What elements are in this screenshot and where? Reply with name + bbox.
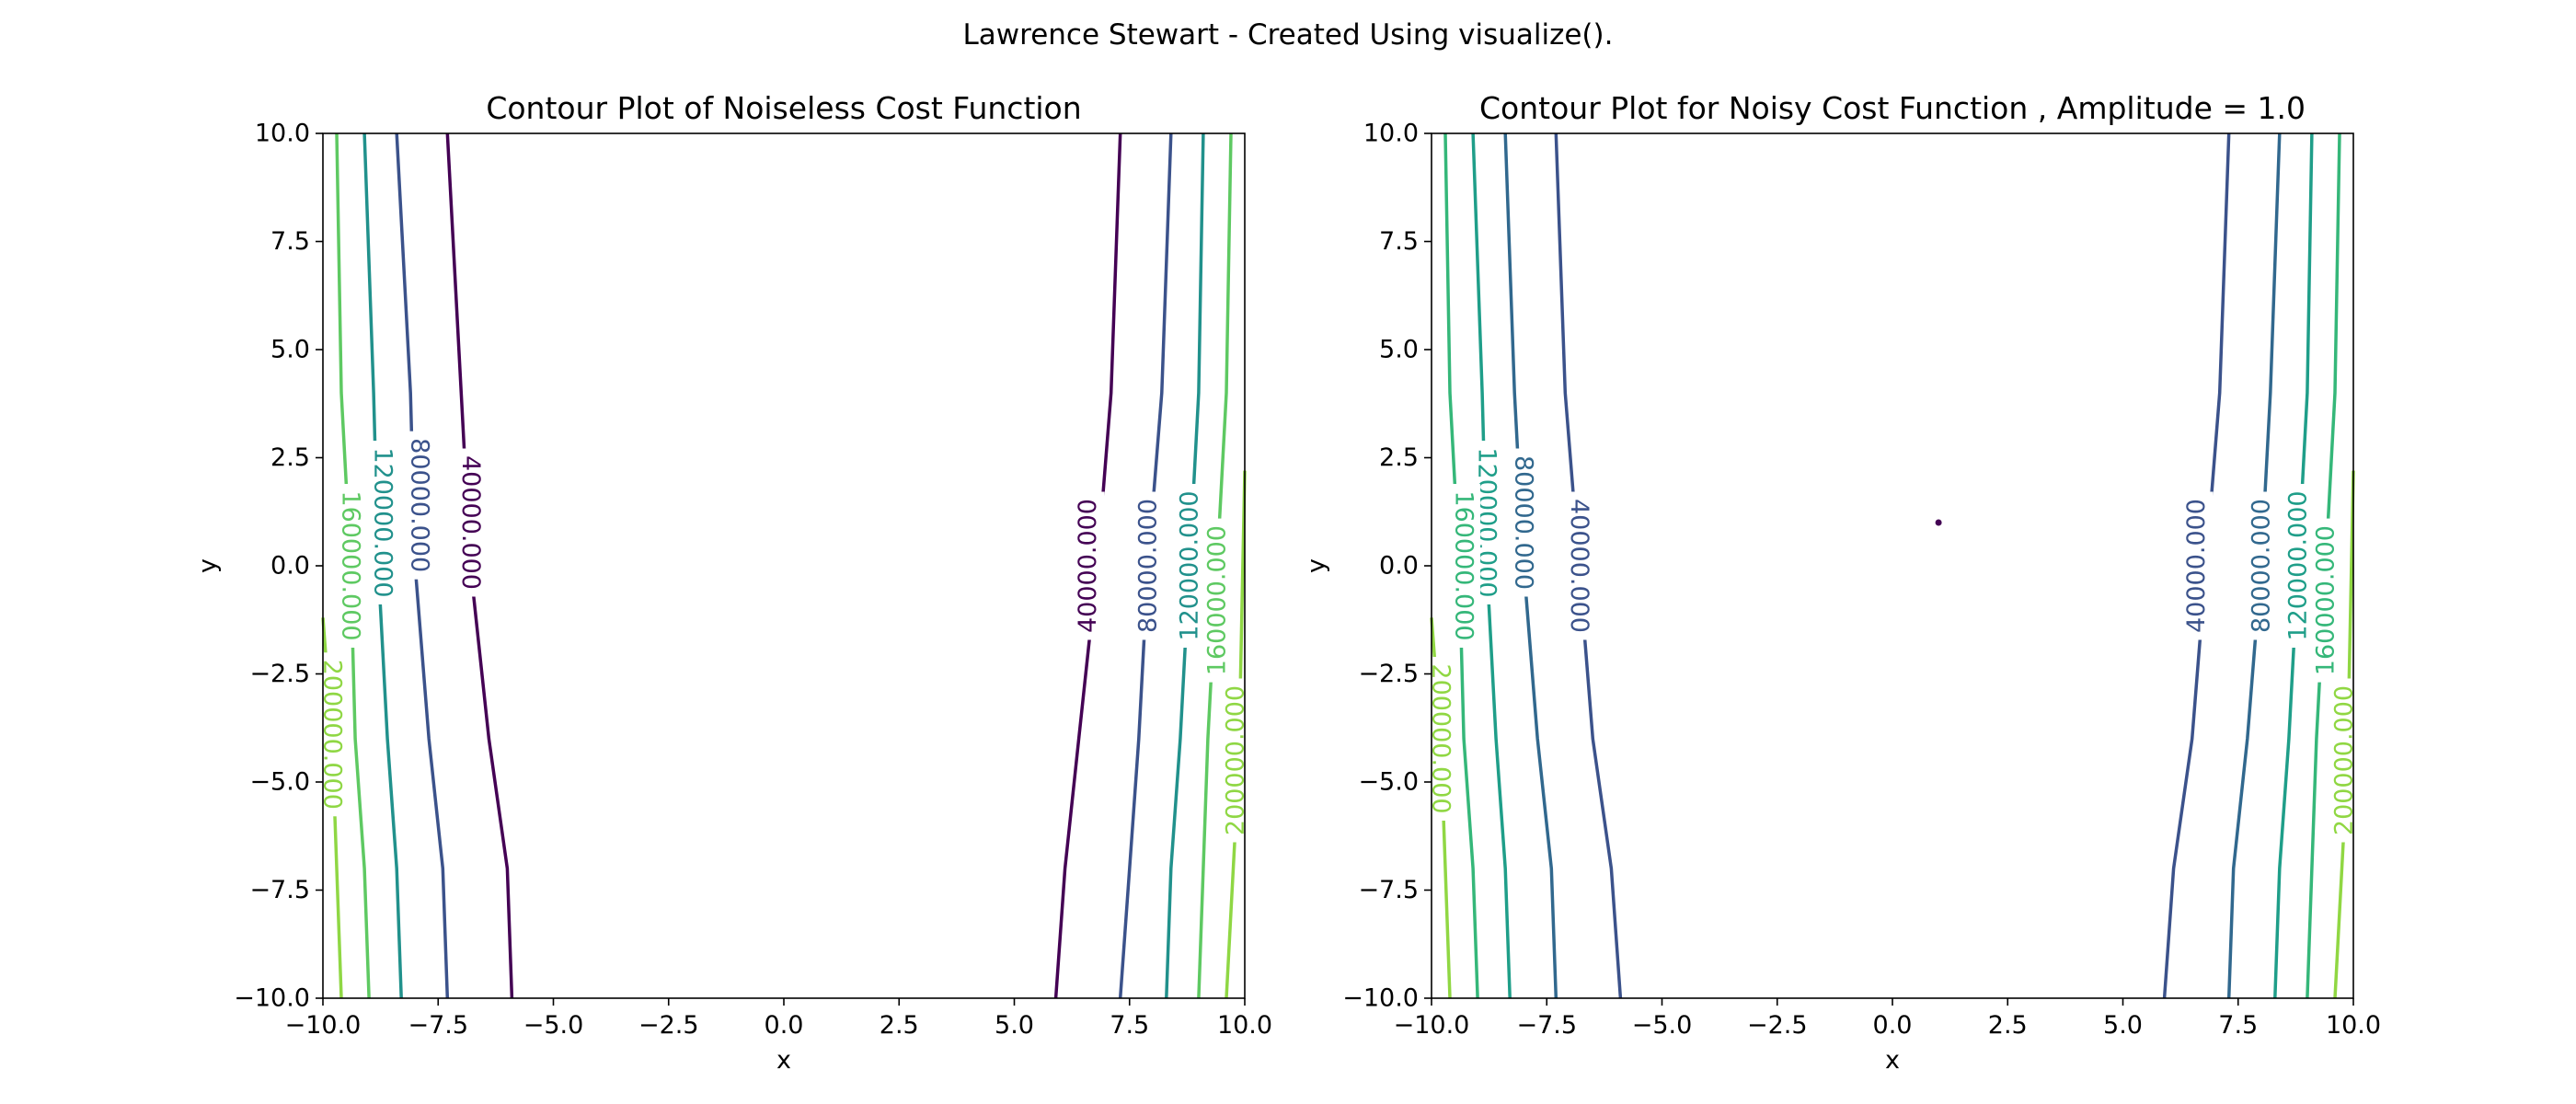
contour-label-160000: 160000.000 xyxy=(1202,525,1231,675)
y-tick-label: −5.0 xyxy=(249,768,310,797)
contour-label-160000: 160000.000 xyxy=(337,490,365,640)
x-axis-label: x xyxy=(776,1046,791,1075)
axes-title: Contour Plot for Noisy Cost Function , A… xyxy=(1479,90,2306,126)
y-tick-label: 7.5 xyxy=(1379,227,1419,256)
contour-label-40000: 40000.000 xyxy=(1565,499,1593,633)
contour-label-gap xyxy=(1447,484,1481,648)
axes-title: Contour Plot of Noiseless Cost Function xyxy=(486,90,1081,126)
x-tick-label: −7.5 xyxy=(1516,1011,1577,1040)
contour-label-120000: 120000.000 xyxy=(369,447,397,597)
contour-line-160000-left xyxy=(1443,132,1479,999)
x-tick-label: 7.5 xyxy=(1110,1011,1149,1040)
y-tick-label: 5.0 xyxy=(270,336,310,364)
y-tick-label: 10.0 xyxy=(255,120,310,148)
contour-label-200000: 200000.000 xyxy=(2329,685,2358,835)
contour-label-40000: 40000.000 xyxy=(1074,499,1102,633)
y-tick-label: −2.5 xyxy=(249,660,310,688)
contour-label-gap xyxy=(316,652,350,817)
contour-label-gap xyxy=(334,484,368,648)
contour-line-40000-left xyxy=(1554,132,1623,999)
contour-label-gap xyxy=(1200,518,1234,683)
x-tick-label: 5.0 xyxy=(2103,1011,2143,1040)
x-tick-label: 0.0 xyxy=(1873,1011,1913,1040)
contour-panel-noiseless: 40000.000 40000.000 80000.000 80000.000 1200… xyxy=(194,90,1273,1075)
contour-label-gap xyxy=(2281,484,2315,648)
contour-label-gap xyxy=(1172,484,1206,648)
contour-label-80000: 80000.000 xyxy=(1133,499,1162,633)
x-tick-label: 10.0 xyxy=(2326,1011,2381,1040)
contour-label-gap xyxy=(1218,678,1252,843)
contour-line-120000-right xyxy=(2273,132,2314,999)
contour-label-gap xyxy=(1562,491,1596,640)
y-tick-label: 5.0 xyxy=(1379,336,1419,364)
figure-suptitle: Lawrence Stewart - Created Using visuali… xyxy=(963,18,1614,52)
contour-line-80000-right xyxy=(1118,132,1173,999)
contour-label-gap xyxy=(1131,491,1165,640)
x-tick-label: 0.0 xyxy=(765,1011,804,1040)
contour-label-160000: 160000.000 xyxy=(2311,525,2340,675)
contour-line-80000-left xyxy=(395,132,450,999)
contour-label-gap xyxy=(403,431,437,580)
x-tick-label: 2.5 xyxy=(880,1011,919,1040)
contour-line-40000-right xyxy=(2162,132,2231,999)
contour-line-120000-left xyxy=(1471,132,1512,999)
y-tick-label: −10.0 xyxy=(234,984,310,1013)
contour-label-200000: 200000.000 xyxy=(1221,685,1249,835)
contour-label-80000: 80000.000 xyxy=(406,438,434,572)
contour-label-160000: 160000.000 xyxy=(1450,490,1478,640)
y-axis-label: y xyxy=(1303,558,1331,573)
contour-label-gap xyxy=(454,448,488,597)
x-tick-label: −2.5 xyxy=(638,1011,699,1040)
y-tick-label: −7.5 xyxy=(1358,876,1419,904)
contour-label-40000: 40000.000 xyxy=(456,455,485,590)
contour-label-120000: 120000.000 xyxy=(2283,490,2312,640)
contour-line-40000-right xyxy=(1053,132,1122,999)
contour-line-120000-right xyxy=(1165,132,1205,999)
contour-label-gap xyxy=(2179,491,2214,640)
contour-label-gap xyxy=(2308,518,2342,683)
contour-label-gap xyxy=(1507,448,1541,597)
contour-label-120000: 120000.000 xyxy=(1175,490,1203,640)
contour-line-40000-left xyxy=(445,132,514,999)
x-tick-label: −7.5 xyxy=(408,1011,468,1040)
contour-line-80000-right xyxy=(2226,132,2282,999)
y-tick-label: 2.5 xyxy=(270,443,310,472)
x-tick-label: 2.5 xyxy=(1988,1011,2028,1040)
y-tick-label: 7.5 xyxy=(270,227,310,256)
y-tick-label: 2.5 xyxy=(1379,443,1419,472)
x-tick-label: −10.0 xyxy=(1394,1011,1470,1040)
contour-label-gap xyxy=(2244,491,2278,640)
contour-label-gap xyxy=(1424,657,1458,821)
contour-label-gap xyxy=(2327,678,2361,843)
contour-line-160000-left xyxy=(335,132,371,999)
x-axis-label: x xyxy=(1885,1046,1900,1075)
contour-label-200000: 200000.000 xyxy=(318,660,347,810)
contour-label-80000: 80000.000 xyxy=(1510,455,1538,590)
x-tick-label: −10.0 xyxy=(285,1011,362,1040)
y-axis-label: y xyxy=(194,558,223,573)
x-tick-label: −2.5 xyxy=(1747,1011,1808,1040)
y-tick-label: −7.5 xyxy=(249,876,310,904)
y-tick-label: 0.0 xyxy=(1379,552,1419,581)
contour-label-gap xyxy=(1071,491,1105,640)
marker-point xyxy=(1935,519,1942,526)
y-tick-label: −5.0 xyxy=(1358,768,1419,797)
y-tick-label: 0.0 xyxy=(270,552,310,581)
contour-line-120000-left xyxy=(362,132,403,999)
x-tick-label: −5.0 xyxy=(1632,1011,1693,1040)
contour-panel-noisy: 40000.000 40000.000 80000.000 80000.000 1200… xyxy=(1303,90,2382,1075)
y-tick-label: −10.0 xyxy=(1342,984,1419,1013)
contour-line-80000-left xyxy=(1503,132,1558,999)
y-tick-label: 10.0 xyxy=(1363,120,1419,148)
contour-label-80000: 80000.000 xyxy=(2247,499,2275,633)
x-tick-label: 5.0 xyxy=(995,1011,1034,1040)
contour-label-gap xyxy=(366,441,400,604)
y-tick-label: −2.5 xyxy=(1358,660,1419,688)
x-tick-label: −5.0 xyxy=(523,1011,584,1040)
x-tick-label: 10.0 xyxy=(1217,1011,1272,1040)
contour-label-40000: 40000.000 xyxy=(2182,499,2211,633)
contour-label-200000: 200000.000 xyxy=(1427,663,1455,813)
x-tick-label: 7.5 xyxy=(2218,1011,2258,1040)
